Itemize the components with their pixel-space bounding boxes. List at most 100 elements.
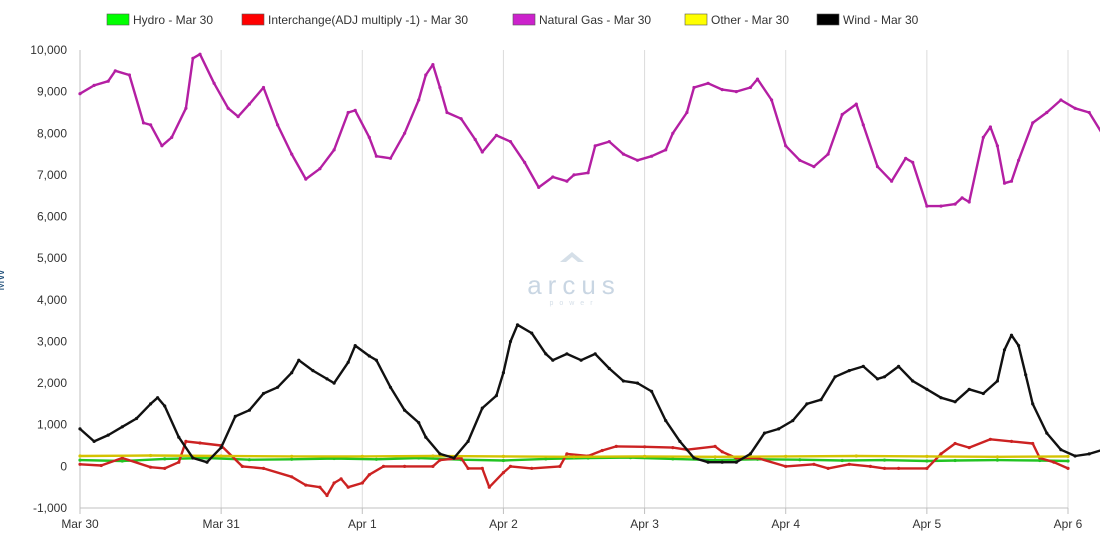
y-tick-label: 9,000 — [37, 85, 67, 99]
series-line-4[interactable] — [78, 323, 1100, 464]
data-point-4 — [551, 358, 555, 362]
data-point-4 — [515, 323, 520, 327]
data-point-4 — [156, 396, 160, 400]
legend-item-2[interactable]: Natural Gas - Mar 30 — [512, 13, 651, 27]
series-line-2[interactable] — [78, 53, 1100, 208]
data-point-2 — [445, 110, 449, 115]
data-point-2 — [981, 135, 985, 139]
data-point-4 — [261, 391, 266, 396]
y-tick-label: 6,000 — [37, 210, 67, 224]
data-point-3 — [854, 454, 858, 458]
data-point-4 — [297, 358, 301, 362]
data-point-3 — [501, 454, 505, 458]
data-point-2 — [650, 154, 654, 158]
data-point-4 — [501, 371, 505, 375]
data-point-1 — [403, 464, 407, 468]
data-point-4 — [438, 452, 442, 456]
data-point-4 — [417, 421, 421, 425]
data-point-4 — [403, 408, 407, 412]
data-point-2 — [247, 102, 251, 106]
data-point-0 — [120, 459, 124, 463]
data-point-4 — [424, 435, 428, 439]
data-point-4 — [452, 456, 456, 460]
data-point-4 — [353, 344, 357, 348]
watermark-subtext: power — [549, 300, 598, 307]
data-point-2 — [1059, 98, 1063, 102]
data-point-1 — [600, 448, 604, 453]
data-point-0 — [995, 458, 1000, 462]
data-point-2 — [720, 88, 724, 92]
data-point-1 — [939, 452, 943, 456]
data-point-2 — [861, 123, 865, 127]
legend-item-4[interactable]: Wind - Mar 30 — [816, 13, 919, 27]
data-point-2 — [890, 179, 894, 183]
data-point-4 — [1002, 348, 1007, 352]
data-point-1 — [99, 463, 103, 468]
data-point-0 — [953, 458, 957, 463]
data-point-1 — [149, 465, 153, 469]
data-point-4 — [332, 381, 336, 385]
data-point-4 — [325, 377, 329, 381]
data-point-4 — [149, 402, 153, 406]
series-line-1[interactable] — [78, 438, 1070, 497]
x-tick-label: Mar 31 — [202, 517, 240, 531]
data-point-4 — [177, 435, 181, 439]
data-point-2 — [403, 131, 407, 135]
data-point-3 — [149, 453, 153, 458]
data-point-1 — [784, 464, 788, 468]
data-point-1 — [713, 444, 717, 448]
data-point-1 — [1009, 439, 1014, 443]
data-point-4 — [78, 427, 82, 431]
data-point-4 — [925, 387, 929, 391]
data-point-2 — [494, 133, 498, 137]
data-point-4 — [678, 439, 682, 443]
data-point-1 — [953, 441, 957, 446]
legend-item-1[interactable]: Interchange(ADJ multiply -1) - Mar 30 — [241, 13, 468, 27]
data-point-1 — [466, 466, 470, 470]
data-point-2 — [586, 171, 590, 175]
legend-label: Interchange(ADJ multiply -1) - Mar 30 — [268, 13, 468, 27]
data-point-4 — [621, 379, 626, 383]
data-point-3 — [572, 455, 576, 459]
data-point-4 — [847, 369, 851, 373]
data-point-2 — [332, 148, 336, 152]
data-point-2 — [198, 52, 202, 56]
y-tick-label: 2,000 — [37, 376, 67, 390]
data-point-2 — [904, 156, 908, 160]
data-point-2 — [431, 63, 435, 67]
data-point-0 — [163, 457, 167, 461]
legend-item-0[interactable]: Hydro - Mar 30 — [106, 13, 213, 27]
data-point-1 — [1066, 466, 1070, 470]
data-point-3 — [643, 454, 647, 458]
data-point-1 — [261, 466, 266, 470]
data-point-2 — [953, 202, 957, 206]
data-point-2 — [706, 81, 710, 85]
y-tick-label: 10,000 — [30, 43, 67, 57]
data-point-1 — [530, 466, 534, 470]
y-tick-label: 8,000 — [37, 126, 67, 140]
data-point-4 — [1073, 454, 1077, 458]
data-point-1 — [988, 437, 993, 441]
data-point-2 — [784, 144, 788, 148]
data-point-2 — [160, 144, 164, 148]
data-point-3 — [78, 454, 82, 458]
data-point-4 — [1031, 402, 1035, 406]
data-point-2 — [141, 121, 146, 125]
data-point-2 — [812, 165, 816, 169]
legend-item-3[interactable]: Other - Mar 30 — [684, 13, 789, 27]
x-tick-label: Apr 4 — [771, 517, 800, 531]
data-point-4 — [1024, 373, 1028, 377]
data-point-2 — [593, 144, 597, 148]
data-point-2 — [798, 158, 802, 162]
data-point-1 — [671, 446, 675, 450]
data-point-2 — [572, 173, 576, 177]
data-point-4 — [650, 389, 654, 393]
data-point-1 — [558, 464, 562, 468]
data-point-2 — [92, 83, 96, 87]
data-point-3 — [995, 455, 1000, 459]
data-point-2 — [149, 123, 153, 127]
data-point-4 — [720, 460, 724, 464]
data-point-4 — [981, 391, 985, 396]
data-point-2 — [734, 90, 738, 94]
y-tick-label: 4,000 — [37, 293, 67, 307]
